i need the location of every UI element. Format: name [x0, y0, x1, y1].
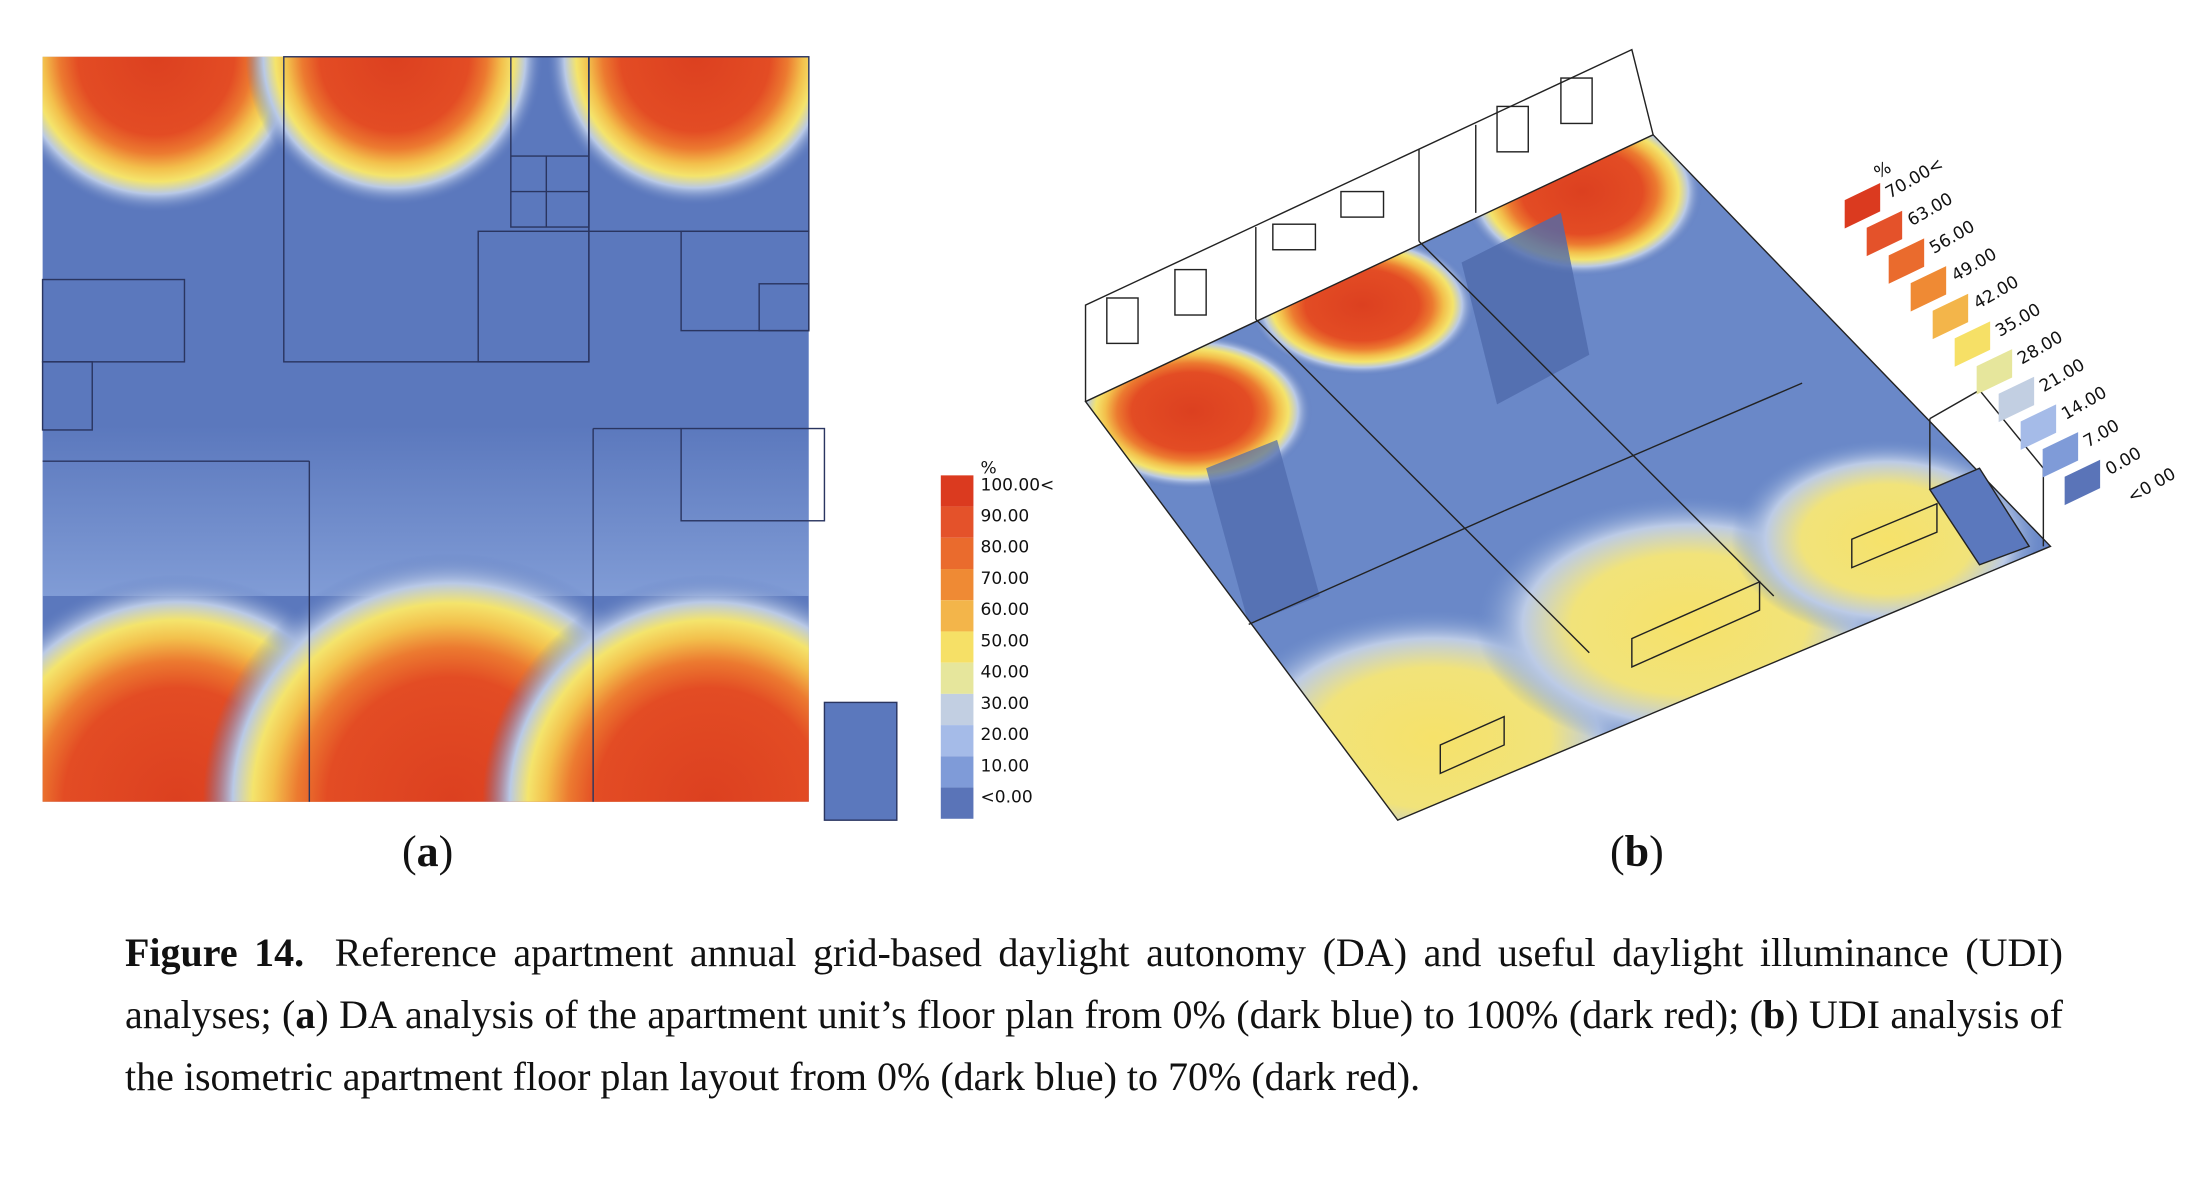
legend-swatch [940, 631, 974, 663]
legend-label: 35.00 [1992, 300, 2044, 342]
legend-swatch [1888, 238, 1925, 284]
walls [1084, 48, 2052, 822]
legend-swatch [1976, 349, 2013, 395]
legend-swatch [1932, 293, 1969, 340]
legend-swatch [2020, 404, 2057, 450]
balcony [823, 701, 898, 821]
legend-unit: % [981, 458, 997, 478]
panel-label-b: (b) [1610, 826, 1664, 877]
legend-swatch [2042, 432, 2079, 478]
legend-label: 49.00 [1948, 244, 2000, 286]
legend-a: %100.00< 90.00 80.00 70.00 60.00 50.00 40.00 30… [940, 458, 1055, 819]
legend-swatch [940, 725, 974, 757]
legend-label: 70.00 [981, 569, 1030, 589]
legend-label: 60.00 [981, 600, 1030, 620]
caption-part: ) DA analysis of the apartment unit’s fl… [315, 992, 1763, 1037]
legend-label: 0.00 [2102, 444, 2145, 480]
panel-a: %100.00< 90.00 80.00 70.00 60.00 50.00 40.00 30… [41, 56, 1055, 821]
caption-part: ) UDI analysis of the isometric apartmen… [125, 992, 2064, 1099]
panel-label-a: (a) [402, 826, 453, 877]
legend-label: <0 00 [2124, 464, 2179, 507]
legend-label: 42.00 [1970, 272, 2022, 314]
caption-part: Figure 14. [125, 930, 305, 975]
legend-label: 90.00 [981, 507, 1030, 527]
legend-swatch [940, 600, 974, 632]
heatmap-a [42, 56, 809, 802]
caption-part: a [295, 992, 316, 1037]
legend-label: 63.00 [1904, 189, 1956, 231]
panel-label-part: ( [402, 827, 417, 876]
legend-swatch [2064, 459, 2101, 506]
legend-label: 20.00 [981, 725, 1030, 745]
panel-b: %70.00<63.0056.0049.0042.0035.0028.0021.… [1084, 48, 2179, 822]
legend-label: 50.00 [981, 631, 1030, 651]
balcony [1928, 467, 2031, 566]
heatmap-b [1085, 134, 2051, 821]
room-outlines [41, 56, 826, 802]
caption-part: Reference apartment annual grid-based da… [125, 930, 2063, 1037]
legend-label: 100.00< [981, 475, 1055, 495]
legend-swatch [940, 693, 974, 726]
legend-label: 30.00 [981, 694, 1030, 714]
legend-swatch [940, 756, 974, 788]
panel-label-part: ( [1610, 827, 1625, 876]
legend-swatch [940, 537, 974, 570]
legend-swatch [1866, 210, 1903, 257]
legend-swatch [940, 506, 974, 538]
legend-swatch [1910, 266, 1947, 312]
legend-label: 56.00 [1926, 217, 1978, 259]
legend-swatch [1844, 183, 1881, 229]
legend-label: 14.00 [2058, 383, 2110, 425]
legend-label: <0.00 [981, 787, 1033, 807]
legend-label: 21.00 [2036, 355, 2088, 397]
panel-label-part: ) [438, 827, 454, 876]
legend-label: 40.00 [981, 663, 1030, 683]
legend-label: 28.00 [2014, 327, 2066, 369]
legend-swatch [940, 475, 974, 507]
legend-swatch [940, 787, 974, 819]
panel-label-part: b [1624, 827, 1650, 876]
legend-swatch [1998, 376, 2035, 423]
legend-label: 80.00 [981, 538, 1030, 558]
legend-label: 7.00 [2080, 416, 2123, 452]
legend-swatch [940, 662, 974, 694]
caption-part: b [1762, 992, 1786, 1037]
figure: %100.00< 90.00 80.00 70.00 60.00 50.00 40.00 30… [41, 48, 2179, 822]
legend-label: 10.00 [981, 756, 1030, 776]
panel-label-part: ) [1649, 827, 1664, 876]
legend-swatch [1954, 321, 1991, 367]
legend-swatch [940, 569, 974, 601]
caption: Figure 14. Reference apartment annual gr… [125, 922, 2063, 1108]
panel-label-part: a [416, 827, 439, 876]
